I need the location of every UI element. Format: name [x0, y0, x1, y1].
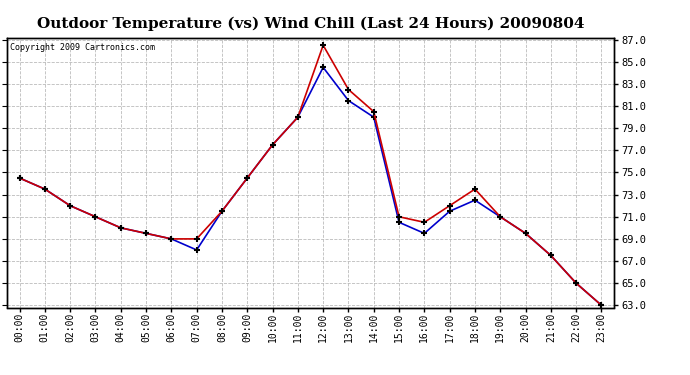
- Text: Outdoor Temperature (vs) Wind Chill (Last 24 Hours) 20090804: Outdoor Temperature (vs) Wind Chill (Las…: [37, 17, 584, 31]
- Text: Copyright 2009 Cartronics.com: Copyright 2009 Cartronics.com: [10, 43, 155, 52]
